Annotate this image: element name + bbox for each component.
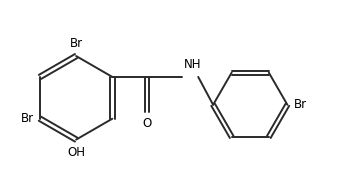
Text: OH: OH (67, 146, 85, 159)
Text: Br: Br (20, 112, 33, 125)
Text: O: O (143, 117, 152, 130)
Text: Br: Br (294, 98, 307, 111)
Text: Br: Br (70, 37, 83, 50)
Text: NH: NH (184, 58, 202, 71)
